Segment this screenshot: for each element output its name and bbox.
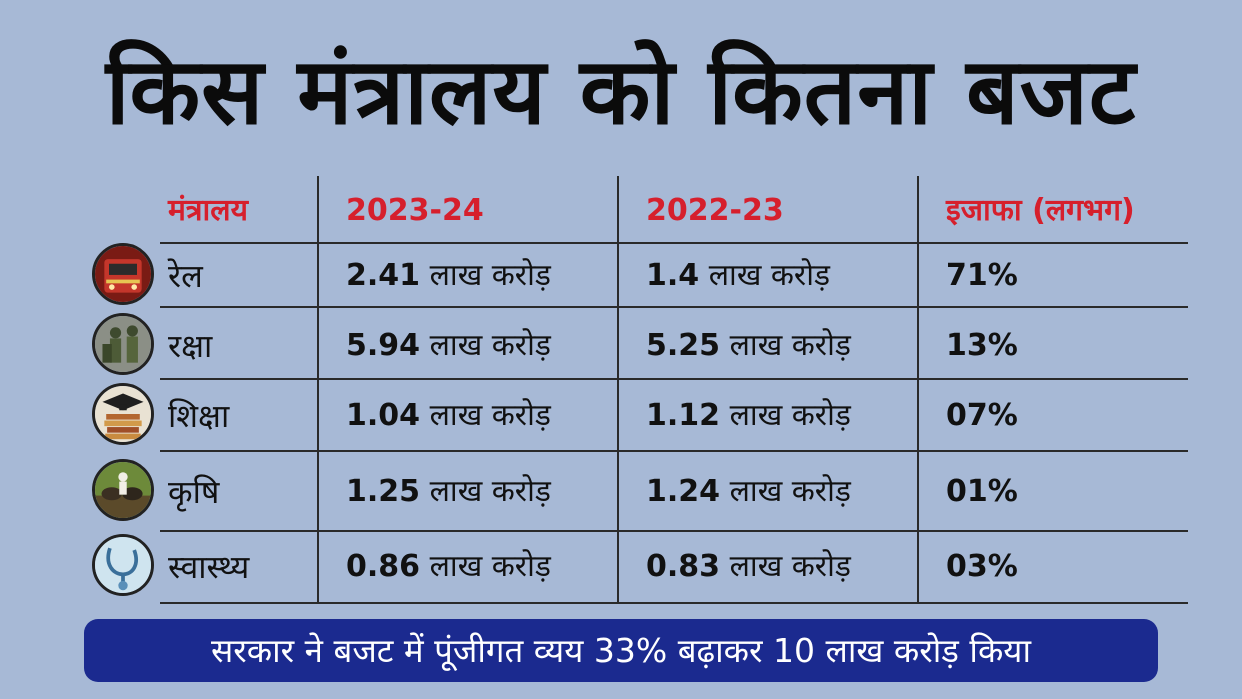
value-2022-23: 0.83 लाख करोड़ <box>646 549 851 584</box>
increase-value: 07% <box>946 398 1018 433</box>
column-header-2023-24: 2023-24 <box>346 193 484 228</box>
ministry-name: कृषि <box>168 473 220 511</box>
row-divider <box>160 306 1188 308</box>
row-divider <box>160 242 1188 244</box>
footer-banner: सरकार ने बजट में पूंजीगत व्यय 33% बढ़ाकर… <box>84 619 1158 682</box>
soldiers-icon <box>92 313 154 375</box>
column-divider <box>917 176 919 604</box>
value-2022-23: 1.4 लाख करोड़ <box>646 258 831 293</box>
increase-value: 71% <box>946 258 1018 293</box>
column-header-ministry: मंत्रालय <box>168 193 249 228</box>
value-2022-23: 1.24 लाख करोड़ <box>646 474 851 509</box>
table-row: कृषि 1.25 लाख करोड़ 1.24 लाख करोड़ 01% <box>0 457 1242 527</box>
value-2022-23: 5.25 लाख करोड़ <box>646 328 851 363</box>
value-2023-24: 2.41 लाख करोड़ <box>346 258 551 293</box>
column-header-increase: इजाफा (लगभग) <box>946 193 1135 228</box>
table-row: रक्षा 5.94 लाख करोड़ 5.25 लाख करोड़ 13% <box>0 311 1242 381</box>
ministry-name: शिक्षा <box>168 397 230 435</box>
row-divider <box>160 530 1188 532</box>
books-graduation-cap-icon <box>92 383 154 445</box>
increase-value: 03% <box>946 549 1018 584</box>
table-row: स्वास्थ्य 0.86 लाख करोड़ 0.83 लाख करोड़ … <box>0 532 1242 602</box>
page-title: किस मंत्रालय को कितना बजट <box>105 38 1137 145</box>
train-icon <box>92 243 154 305</box>
farmer-bullocks-icon <box>92 459 154 521</box>
ministry-name: स्वास्थ्य <box>168 548 250 586</box>
value-2023-24: 5.94 लाख करोड़ <box>346 328 551 363</box>
column-divider <box>317 176 319 604</box>
value-2023-24: 1.25 लाख करोड़ <box>346 474 551 509</box>
increase-value: 01% <box>946 474 1018 509</box>
value-2022-23: 1.12 लाख करोड़ <box>646 398 851 433</box>
row-divider <box>160 450 1188 452</box>
row-divider <box>160 378 1188 380</box>
row-divider <box>160 602 1188 604</box>
column-divider <box>617 176 619 604</box>
table-row: शिक्षा 1.04 लाख करोड़ 1.12 लाख करोड़ 07% <box>0 381 1242 451</box>
table-row: रेल 2.41 लाख करोड़ 1.4 लाख करोड़ 71% <box>0 241 1242 311</box>
ministry-name: रक्षा <box>168 327 213 365</box>
stethoscope-icon <box>92 534 154 596</box>
column-header-2022-23: 2022-23 <box>646 193 784 228</box>
increase-value: 13% <box>946 328 1018 363</box>
value-2023-24: 1.04 लाख करोड़ <box>346 398 551 433</box>
ministry-name: रेल <box>168 257 203 295</box>
value-2023-24: 0.86 लाख करोड़ <box>346 549 551 584</box>
